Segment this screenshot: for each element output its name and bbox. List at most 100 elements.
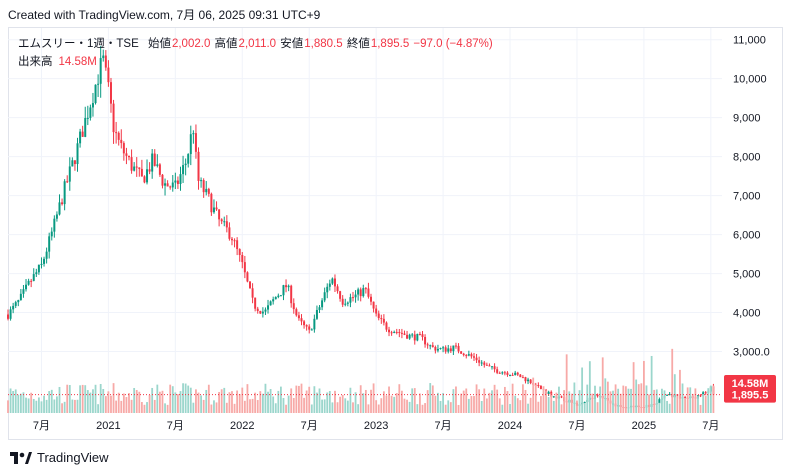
candle-body xyxy=(377,313,380,319)
volume-bar xyxy=(511,383,514,413)
volume-bar xyxy=(401,390,403,413)
volume-bar xyxy=(586,384,589,413)
volume-bar xyxy=(704,395,707,413)
volume-bar xyxy=(637,384,640,413)
candle-body xyxy=(66,181,69,183)
volume-bar xyxy=(202,399,205,413)
candle-body xyxy=(285,285,288,288)
candle-body xyxy=(156,164,159,166)
volume-bar xyxy=(210,404,213,413)
candle-body xyxy=(197,151,200,181)
volume-bar xyxy=(238,393,241,413)
volume-bar xyxy=(449,402,452,413)
candle-body xyxy=(86,117,89,119)
volume-bar xyxy=(576,400,578,413)
candle-body xyxy=(388,329,391,333)
volume-bar xyxy=(545,390,547,413)
volume-bar xyxy=(491,390,493,413)
candle-body xyxy=(393,331,396,333)
candle-body xyxy=(277,295,280,298)
volume-bar xyxy=(164,403,166,413)
volume-bar xyxy=(382,391,385,413)
candle-body xyxy=(169,186,172,188)
candle-body xyxy=(454,345,457,347)
volume-bar xyxy=(215,402,218,413)
volume-bar xyxy=(135,390,138,413)
volume-bar xyxy=(552,400,555,413)
volume-bar xyxy=(303,397,305,413)
volume-bar xyxy=(125,397,128,413)
volume-bar xyxy=(110,395,112,413)
candle-body xyxy=(143,176,146,183)
volume-bar xyxy=(339,396,342,413)
candle-body xyxy=(179,174,182,184)
candle-body xyxy=(447,348,450,352)
volume-bar xyxy=(61,403,63,413)
change-value: −97.0 (−4.87%) xyxy=(413,38,493,50)
candle-body xyxy=(104,55,107,68)
tradingview-footer[interactable]: TradingView xyxy=(10,450,109,465)
volume-bar xyxy=(117,392,120,413)
volume-bar xyxy=(416,404,419,413)
candle-body xyxy=(140,168,143,177)
candle-body xyxy=(488,365,491,367)
candle-body xyxy=(521,377,524,379)
volume-bar xyxy=(156,384,159,413)
volume-bar xyxy=(84,385,87,413)
candle-body xyxy=(362,288,365,297)
volume-bar xyxy=(421,404,424,413)
volume-bar xyxy=(352,402,354,413)
candle-body xyxy=(418,333,421,335)
volume-bar xyxy=(249,399,251,413)
volume-bar xyxy=(220,389,223,413)
candle-body xyxy=(305,325,308,327)
candle-body xyxy=(45,251,48,259)
volume-bar xyxy=(207,384,210,413)
candle-body xyxy=(287,285,290,288)
volume-bar xyxy=(236,390,239,413)
x-tick-label: 2023 xyxy=(364,420,388,432)
candle-body xyxy=(349,297,352,303)
candle-body xyxy=(171,182,174,188)
candle-body xyxy=(421,334,424,337)
candle-body xyxy=(323,292,326,301)
candle-body xyxy=(503,372,506,374)
candle-body xyxy=(218,209,221,220)
volume-bar xyxy=(228,392,231,413)
candle-body xyxy=(97,83,100,85)
volume-bar xyxy=(243,400,246,413)
candle-body xyxy=(158,164,161,175)
volume-bar xyxy=(30,392,33,413)
candle-body xyxy=(22,289,25,294)
y-tick-label: 10,000 xyxy=(733,74,767,86)
volume-bar xyxy=(583,402,586,413)
x-tick-label: 7月 xyxy=(167,420,184,432)
volume-tag xyxy=(724,375,776,391)
candle-body xyxy=(596,394,599,397)
volume-bar xyxy=(390,395,393,413)
candle-body xyxy=(390,332,393,334)
volume-bar xyxy=(480,400,483,413)
candle-body xyxy=(94,84,97,104)
candle-body xyxy=(658,399,661,404)
volume-bar xyxy=(92,389,94,413)
volume-bar xyxy=(498,398,501,413)
volume-bar xyxy=(563,390,565,413)
volume-bar xyxy=(195,389,197,413)
candle-body xyxy=(339,291,342,299)
brand-label: TradingView xyxy=(37,450,109,465)
volume-bar xyxy=(606,381,609,413)
x-tick-label: 7月 xyxy=(568,420,585,432)
volume-bar xyxy=(395,393,398,413)
y-tick-label: 9,000 xyxy=(733,113,761,125)
volume-bar xyxy=(305,390,308,413)
volume-bar xyxy=(663,390,666,413)
x-tick-label: 2024 xyxy=(498,420,522,432)
candle-body xyxy=(449,348,452,352)
volume-bar xyxy=(254,392,257,413)
candle-body xyxy=(426,344,429,346)
volume-bar xyxy=(419,393,421,413)
candle-body xyxy=(462,353,465,356)
volume-bar xyxy=(712,385,715,413)
